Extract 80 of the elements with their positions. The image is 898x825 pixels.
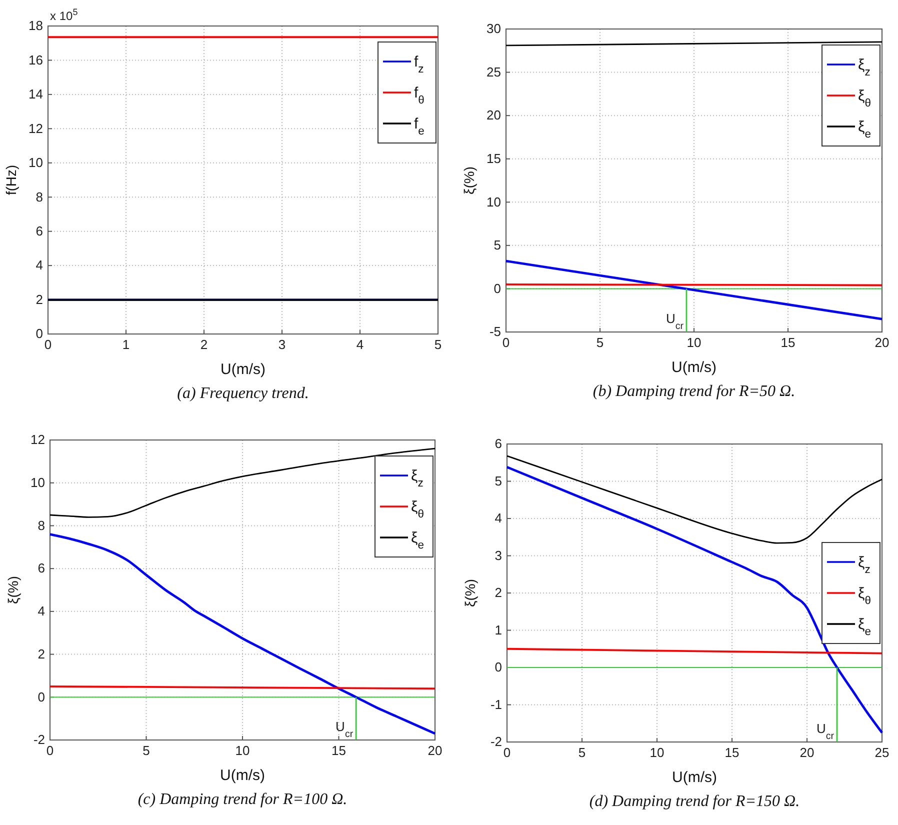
- y-tick-label: 10: [30, 475, 45, 490]
- x-axis-title: U(m/s): [220, 767, 265, 784]
- x-tick-label: 10: [650, 745, 664, 760]
- legend-label: f$_{e}$: [414, 116, 424, 138]
- y-tick-label: -2: [490, 734, 502, 750]
- x-axis-title: U(m/s): [672, 769, 717, 786]
- x-axis-title: U(m/s): [220, 361, 266, 378]
- text: x 10$^{5}$: [50, 7, 78, 23]
- y-tick-label: 6: [38, 560, 45, 576]
- x-tick-label: 25: [874, 745, 890, 760]
- text: (a) Frequency trend.: [177, 385, 309, 402]
- text: (c) Damping trend for R=100 Ω.: [138, 791, 348, 808]
- y-tick-label: 4: [38, 604, 45, 619]
- y-tick-label: 1: [494, 622, 502, 638]
- y-axis-title: ξ(%): [461, 166, 477, 195]
- y-tick-label: -2: [33, 732, 45, 748]
- x-tick-label: 4: [356, 337, 364, 352]
- y-tick-label: 10: [486, 194, 501, 210]
- x-tick-label: 20: [428, 743, 442, 758]
- legend-label: ξ$_{e}$: [858, 118, 871, 140]
- y-tick-label: 4: [36, 258, 43, 273]
- x-tick-label: 20: [800, 745, 814, 760]
- legend-label: ξ$_{e}$: [858, 616, 871, 638]
- legend-label: ξ$_{θ}$: [411, 498, 424, 520]
- y-tick-label: 8: [38, 518, 45, 533]
- x-axis-title: U(m/s): [672, 359, 716, 376]
- legend-label: ξ$_{e}$: [411, 530, 424, 552]
- y-tick-label: 2: [36, 292, 43, 307]
- legend-label: ξ$_{θ}$: [858, 585, 871, 607]
- x-tick-label: 15: [332, 743, 346, 758]
- x-tick-label: 5: [142, 743, 150, 758]
- y-axis-title: ξ(%): [5, 576, 21, 604]
- x-tick-label: 1: [122, 337, 130, 352]
- x-tick-label: 5: [578, 745, 586, 760]
- y-tick-label: 2: [494, 585, 502, 600]
- legend-label: ξ$_{θ}$: [858, 88, 871, 110]
- annotation: U$_{cr}$: [666, 311, 684, 332]
- y-tick-label: -1: [490, 696, 502, 712]
- y-tick-label: 6: [494, 436, 502, 452]
- y-tick-label: 8: [36, 189, 43, 204]
- text: (d) Damping trend for R=150 Ω.: [589, 793, 800, 810]
- y-tick-label: 0: [494, 660, 502, 675]
- legend-label: ξ$_{z}$: [411, 468, 424, 490]
- x-tick-label: 3: [278, 337, 286, 352]
- x-tick-label: 5: [596, 335, 604, 350]
- legend-label: ξ$_{z}$: [858, 554, 871, 576]
- y-tick-label: 16: [28, 52, 43, 68]
- y-tick-label: 12: [28, 120, 43, 136]
- y-tick-label: 6: [36, 223, 43, 238]
- y-axis-title: ξ(%): [462, 578, 478, 608]
- y-tick-label: 18: [28, 18, 43, 34]
- y-tick-label: 0: [494, 280, 501, 296]
- annotation: U$_{cr}$: [336, 719, 354, 740]
- x-tick-label: 2: [200, 337, 208, 352]
- y-tick-label: 5: [494, 238, 501, 253]
- y-tick-label: -5: [489, 324, 501, 340]
- y-tick-label: 0: [38, 689, 45, 704]
- y-tick-label: 3: [494, 548, 502, 563]
- x-tick-label: 10: [686, 335, 702, 350]
- x-tick-label: 15: [780, 335, 796, 350]
- y-tick-label: 25: [486, 64, 501, 80]
- y-tick-label: 30: [486, 21, 501, 36]
- x-tick-label: 20: [874, 335, 890, 350]
- y-tick-label: 10: [28, 155, 43, 170]
- x-tick-label: 10: [235, 743, 250, 758]
- y-tick-label: 20: [486, 108, 501, 123]
- y-tick-label: 15: [486, 151, 501, 166]
- y-tick-label: 4: [494, 510, 502, 526]
- y-tick-label: 12: [30, 432, 45, 448]
- y-axis-title: f(Hz): [3, 164, 19, 196]
- legend-label: f$_{z}$: [414, 54, 424, 76]
- legend-label: f$_{θ}$: [414, 84, 424, 106]
- x-tick-label: 15: [724, 745, 740, 760]
- x-tick-label: 5: [434, 337, 442, 352]
- legend-label: ξ$_{z}$: [858, 56, 871, 78]
- y-tick-label: 14: [28, 86, 43, 102]
- text: (b) Damping trend for R=50 Ω.: [592, 383, 796, 400]
- y-tick-label: 5: [494, 473, 502, 488]
- annotation: U$_{cr}$: [816, 721, 835, 742]
- y-tick-label: 2: [38, 646, 45, 662]
